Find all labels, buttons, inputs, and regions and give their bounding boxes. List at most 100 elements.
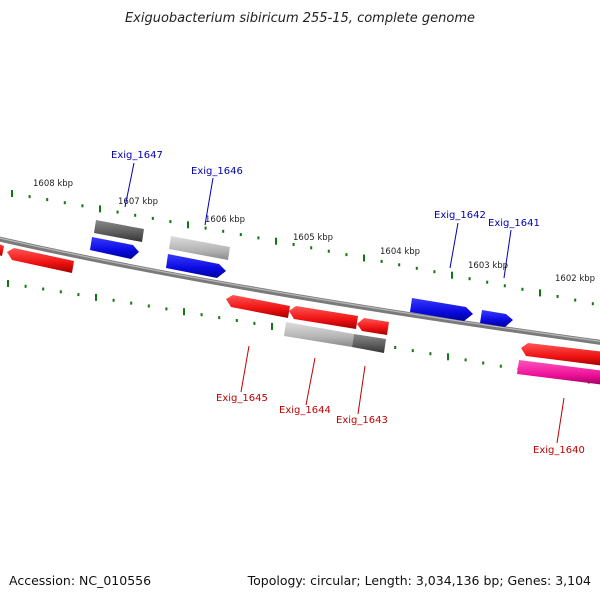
gene-label-exig-1647[interactable]: Exig_1647 [111, 150, 163, 161]
genome-backbone-highlight [0, 237, 600, 342]
ruler-minor-tick [433, 270, 436, 274]
ruler-minor-tick [482, 361, 485, 365]
ruler-minor-tick [257, 236, 260, 240]
ruler-minor-tick [253, 321, 256, 325]
accession-label: Accession: NC_010556 [9, 573, 151, 588]
ruler-minor-tick [130, 301, 133, 305]
gene-label-exig-1641[interactable]: Exig_1641 [488, 218, 540, 229]
ruler-minor-tick [200, 313, 203, 317]
ruler-minor-tick [112, 298, 115, 302]
ruler-minor-tick [398, 263, 401, 267]
ruler-minor-tick [24, 284, 27, 288]
ruler-major-tick [451, 271, 453, 279]
ruler-minor-tick [169, 220, 172, 224]
gene-arrow-exig-1642[interactable] [410, 298, 473, 321]
ruler-minor-tick [42, 287, 45, 291]
callout-line-exig-1645 [240, 345, 250, 393]
ruler-label-1606: 1606 kbp [205, 215, 245, 225]
gene-label-exig-1645[interactable]: Exig_1645 [216, 393, 268, 404]
pseudo-arrow-exig-1647[interactable] [94, 220, 144, 242]
ruler-ticks [11, 190, 594, 306]
ruler-minor-tick [591, 302, 594, 306]
gene-callouts: Exig_1647 Exig_1646 Exig_1642 Exig_1641 … [111, 150, 585, 456]
pseudo-arrow-dark-lower[interactable] [352, 334, 386, 353]
ruler-minor-tick [556, 295, 559, 298]
ruler-minor-tick [77, 293, 80, 297]
ruler-minor-tick [486, 280, 489, 284]
gene-label-exig-1646[interactable]: Exig_1646 [191, 166, 243, 177]
ruler-minor-tick [429, 352, 432, 356]
ruler-minor-tick [380, 259, 383, 263]
gene-arrow-exig-1647[interactable] [90, 237, 139, 259]
ruler-major-tick [99, 205, 101, 213]
ruler-minor-tick [468, 277, 471, 281]
gene-arrow-left-edge[interactable] [0, 242, 4, 256]
ruler-minor-tick [147, 304, 150, 308]
ruler-major-tick [363, 254, 365, 262]
ruler-minor-tick [345, 253, 348, 257]
ruler-minor-tick [151, 216, 154, 220]
ruler-major-tick [95, 293, 97, 301]
ruler-label-1605: 1605 kbp [293, 233, 333, 243]
ruler-minor-tick [134, 213, 137, 217]
gene-label-exig-1642[interactable]: Exig_1642 [434, 210, 486, 221]
reverse-strand-genes [0, 242, 600, 385]
gene-arrow-exig-1641[interactable] [480, 310, 513, 327]
gene-label-exig-1643[interactable]: Exig_1643 [336, 415, 388, 426]
gene-arrow-exig-1640[interactable] [521, 343, 600, 366]
ruler-minor-tick [327, 249, 330, 253]
ruler-major-tick [11, 190, 13, 197]
rna-arrow-exig-1640[interactable] [517, 360, 600, 385]
callout-line-exig-1647 [124, 162, 135, 208]
ruler-major-tick [539, 289, 541, 297]
ruler-minor-tick [28, 195, 31, 199]
ruler-minor-tick [204, 226, 207, 230]
ruler-major-tick [275, 237, 277, 245]
ruler-label-1602: 1602 kbp [555, 274, 595, 284]
gene-arrow-exig-1643[interactable] [357, 318, 389, 335]
ruler-minor-tick [464, 358, 467, 362]
gene-arrow-exig-1644[interactable] [289, 306, 358, 329]
genome-summary: Topology: circular; Length: 3,034,136 bp… [247, 573, 591, 588]
pseudo-arrow-exig-1646[interactable] [169, 236, 230, 260]
genome-backbone [0, 236, 600, 345]
callout-line-exig-1640 [556, 397, 565, 444]
ruler-minor-tick [116, 210, 119, 214]
gene-arrow-reverse-1[interactable] [7, 248, 74, 273]
forward-strand-genes [90, 220, 513, 327]
ruler-minor-tick [394, 346, 397, 349]
ruler-minor-tick [415, 266, 418, 270]
ruler-minor-tick [239, 233, 242, 237]
ruler-major-tick [447, 353, 449, 361]
ruler-label-1603: 1603 kbp [468, 261, 508, 271]
callout-line-exig-1643 [357, 365, 366, 415]
ruler-minor-tick [81, 204, 84, 208]
ruler-minor-tick [574, 298, 577, 302]
ruler-major-tick [183, 308, 185, 316]
gene-arrow-exig-1646[interactable] [166, 254, 226, 278]
ruler-minor-tick [503, 284, 506, 288]
ruler-minor-tick [521, 287, 524, 291]
callout-line-exig-1644 [305, 357, 316, 406]
ruler-minor-tick [310, 246, 313, 250]
map-title: Exiguobacterium sibiricum 255-15, comple… [125, 11, 475, 26]
ruler-minor-tick [292, 243, 295, 246]
callout-line-exig-1646 [204, 177, 214, 226]
callout-line-exig-1641 [503, 229, 512, 279]
ruler-major-tick [187, 221, 189, 229]
ruler-major-tick [7, 280, 9, 287]
ruler-label-1604: 1604 kbp [380, 247, 420, 257]
ruler-minor-tick [499, 364, 502, 368]
callout-line-exig-1642 [449, 222, 459, 269]
gene-arrow-exig-1645[interactable] [226, 295, 290, 318]
gene-label-exig-1640[interactable]: Exig_1640 [533, 445, 585, 456]
ruler-minor-tick [222, 229, 225, 233]
ruler-label-1608: 1608 kbp [33, 179, 73, 189]
ruler-minor-tick [411, 349, 414, 353]
ruler-minor-tick [46, 198, 49, 202]
pseudo-arrow-light-lower[interactable] [284, 322, 354, 347]
ruler-labels: 1608 kbp 1607 kbp 1606 kbp 1605 kbp 1604… [33, 179, 595, 284]
ruler-minor-tick [63, 201, 66, 205]
gene-label-exig-1644[interactable]: Exig_1644 [279, 405, 331, 416]
